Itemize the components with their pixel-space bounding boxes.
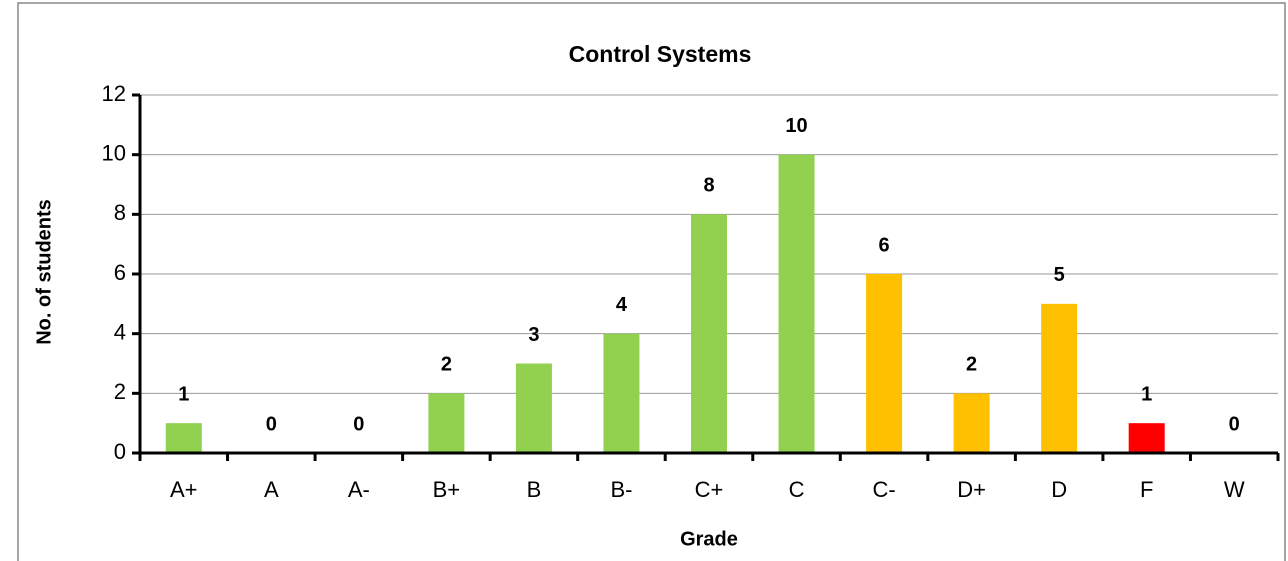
y-tick-label: 4 bbox=[114, 319, 126, 344]
bar bbox=[1128, 423, 1165, 453]
y-tick-label: 12 bbox=[102, 81, 126, 106]
bar bbox=[778, 154, 815, 453]
x-axis-label: Grade bbox=[680, 528, 738, 550]
x-tick-label: F bbox=[1140, 477, 1153, 502]
bar bbox=[515, 363, 552, 453]
bar bbox=[866, 274, 903, 453]
x-tick-label: A+ bbox=[170, 477, 198, 502]
bar bbox=[603, 333, 640, 453]
x-tick-label: D bbox=[1051, 477, 1067, 502]
x-tick-label: C bbox=[789, 477, 805, 502]
bar bbox=[691, 214, 727, 453]
x-tick-label: D+ bbox=[957, 477, 986, 502]
value-label: 10 bbox=[785, 115, 807, 137]
chart-title: Control Systems bbox=[569, 41, 752, 67]
value-label: 0 bbox=[1229, 413, 1240, 435]
value-label: 4 bbox=[616, 294, 628, 316]
value-label: 3 bbox=[528, 324, 539, 346]
y-tick-label: 0 bbox=[114, 439, 126, 464]
value-label: 6 bbox=[879, 234, 890, 256]
value-label: 2 bbox=[441, 354, 452, 376]
x-tick-label: A bbox=[264, 477, 279, 502]
value-label: 1 bbox=[1141, 383, 1152, 405]
x-tick-label: B- bbox=[610, 477, 632, 502]
y-tick-label: 8 bbox=[114, 200, 126, 225]
value-label: 8 bbox=[703, 175, 714, 197]
y-tick-label: 10 bbox=[102, 140, 126, 165]
value-label: 2 bbox=[966, 354, 977, 376]
y-tick-label: 6 bbox=[114, 260, 126, 285]
bar bbox=[165, 423, 202, 453]
value-label: 5 bbox=[1054, 264, 1065, 286]
x-tick-label: B bbox=[527, 477, 542, 502]
y-axis-label: No. of students bbox=[33, 199, 55, 345]
x-tick-label: C+ bbox=[695, 477, 724, 502]
value-label: 0 bbox=[353, 413, 364, 435]
x-tick-label: A- bbox=[348, 477, 370, 502]
x-tick-label: B+ bbox=[433, 477, 461, 502]
bar bbox=[428, 393, 465, 453]
bar bbox=[1041, 303, 1078, 453]
chart-border bbox=[17, 2, 1286, 561]
value-label: 1 bbox=[178, 383, 189, 405]
value-label: 0 bbox=[266, 413, 277, 435]
bar bbox=[953, 393, 990, 453]
x-tick-label: C- bbox=[872, 477, 895, 502]
x-tick-label: W bbox=[1224, 477, 1245, 502]
y-tick-label: 2 bbox=[114, 379, 126, 404]
